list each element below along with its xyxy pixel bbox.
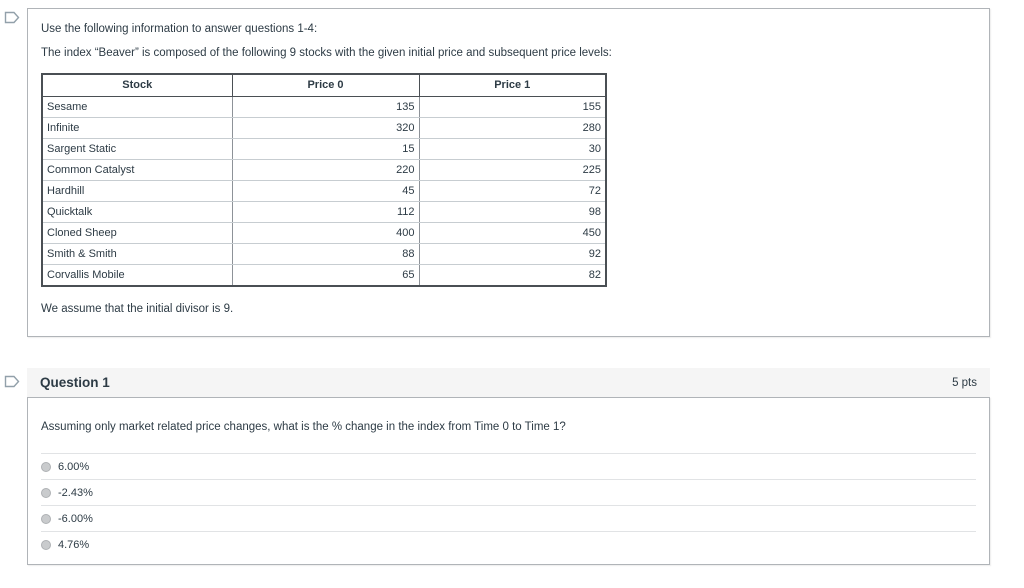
answer-label: 6.00% xyxy=(58,460,90,473)
instruction-line-1: Use the following information to answer … xyxy=(41,23,318,35)
cell-price0: 400 xyxy=(231,222,420,244)
table-header-row: Stock Price 0 Price 1 xyxy=(41,73,607,97)
cell-price1: 280 xyxy=(418,117,607,139)
cell-price1: 82 xyxy=(418,264,607,287)
cell-stock: Hardhill xyxy=(41,180,233,202)
radio-button-icon[interactable] xyxy=(41,461,51,472)
question-prompt: Assuming only market related price chang… xyxy=(41,421,566,433)
cell-stock: Quicktalk xyxy=(41,201,233,223)
table-row: Quicktalk 112 98 xyxy=(41,201,607,223)
cell-price1: 92 xyxy=(418,243,607,265)
stock-price-table: Stock Price 0 Price 1 Sesame 135 155 Inf… xyxy=(41,73,607,287)
table-row: Common Catalyst 220 225 xyxy=(41,159,607,181)
cell-price1: 450 xyxy=(418,222,607,244)
cell-price0: 220 xyxy=(231,159,420,181)
cell-price0: 88 xyxy=(231,243,420,265)
table-row: Hardhill 45 72 xyxy=(41,180,607,202)
column-header-price1: Price 1 xyxy=(418,73,607,97)
radio-button-icon[interactable] xyxy=(41,539,51,550)
answer-option[interactable]: -6.00% xyxy=(41,505,976,531)
answer-option[interactable]: -2.43% xyxy=(41,479,976,505)
divisor-note: We assume that the initial divisor is 9. xyxy=(41,303,234,315)
radio-button-icon[interactable] xyxy=(41,513,51,524)
answer-label: -2.43% xyxy=(58,486,93,499)
table-row: Smith & Smith 88 92 xyxy=(41,243,607,265)
cell-price1: 98 xyxy=(418,201,607,223)
radio-button-icon[interactable] xyxy=(41,487,51,498)
cell-price0: 45 xyxy=(231,180,420,202)
question-header: Question 1 5 pts xyxy=(27,368,990,397)
answer-option[interactable]: 6.00% xyxy=(41,453,976,479)
cell-stock: Smith & Smith xyxy=(41,243,233,265)
answer-list: 6.00% -2.43% -6.00% 4.76% xyxy=(41,453,976,557)
cell-price0: 135 xyxy=(231,96,420,118)
cell-stock: Corvallis Mobile xyxy=(41,264,233,287)
cell-stock: Sesame xyxy=(41,96,233,118)
cell-stock: Infinite xyxy=(41,117,233,139)
answer-label: -6.00% xyxy=(58,512,93,525)
table-row: Corvallis Mobile 65 82 xyxy=(41,264,607,287)
cell-price0: 15 xyxy=(231,138,420,160)
question-group-box: Use the following information to answer … xyxy=(27,8,990,337)
column-header-stock: Stock xyxy=(41,73,233,97)
flag-question-icon[interactable] xyxy=(4,375,20,388)
table-row: Infinite 320 280 xyxy=(41,117,607,139)
cell-stock: Common Catalyst xyxy=(41,159,233,181)
instruction-line-2: The index “Beaver” is composed of the fo… xyxy=(41,47,612,59)
table-row: Sargent Static 15 30 xyxy=(41,138,607,160)
cell-stock: Sargent Static xyxy=(41,138,233,160)
flag-question-icon[interactable] xyxy=(4,11,20,24)
cell-stock: Cloned Sheep xyxy=(41,222,233,244)
answer-option[interactable]: 4.76% xyxy=(41,531,976,557)
question-title: Question 1 xyxy=(40,375,110,390)
question-body: Assuming only market related price chang… xyxy=(27,397,990,565)
cell-price1: 72 xyxy=(418,180,607,202)
cell-price0: 65 xyxy=(231,264,420,287)
cell-price0: 320 xyxy=(231,117,420,139)
cell-price1: 155 xyxy=(418,96,607,118)
cell-price0: 112 xyxy=(231,201,420,223)
column-header-price0: Price 0 xyxy=(231,73,420,97)
answer-label: 4.76% xyxy=(58,538,90,551)
cell-price1: 30 xyxy=(418,138,607,160)
table-row: Cloned Sheep 400 450 xyxy=(41,222,607,244)
question-points: 5 pts xyxy=(952,376,977,389)
cell-price1: 225 xyxy=(418,159,607,181)
table-row: Sesame 135 155 xyxy=(41,96,607,118)
